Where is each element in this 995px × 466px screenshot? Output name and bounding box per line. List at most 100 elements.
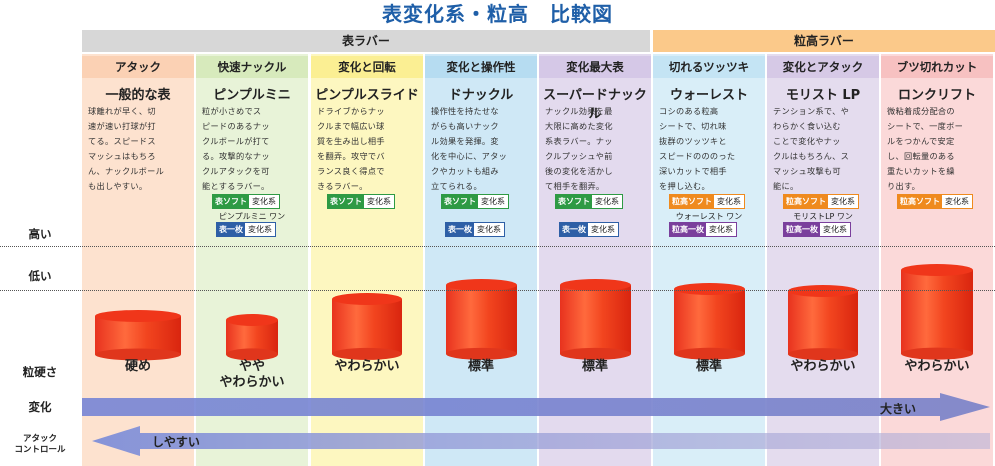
hardness-value: やわらかい [334,359,400,374]
rubber-type-badge: 表ソフト 変化系 [441,194,509,209]
badge-category-label: 変化系 [252,197,276,206]
rubber-name: ロンクリフト [897,88,976,103]
rubber-column: アタック一般的な表球離れが早く、切 速が速い打球が打 てる。スピードス マッシュ… [82,54,194,466]
height-cylinder [788,284,858,360]
rubber-variant-name: ピンプルミニ ワン [218,212,286,221]
rubber-type-badge: 表一枚 変化系 [216,222,276,237]
rubber-type-badge: 表ソフト 変化系 [555,194,623,209]
column-category: 快速ナックル [196,56,308,78]
rubber-type-badge: 粒高ソフト 変化系 [897,194,973,209]
hardness-value: やわらかい [904,359,970,374]
height-cylinder [673,283,745,360]
badge-type-label: 粒高一枚 [784,223,820,236]
rubber-variant-name: ウォーレスト ワン [675,212,743,221]
height-cylinder [226,313,278,360]
rubber-column: 変化とアタックモリスト LP テンション系で、や わらかく食い込む ことで変化やナ… [767,54,879,466]
badge-category-label: 変化系 [831,197,855,206]
rubber-description: 微粘着成分配合の シートで、一度ボー ルをつかんで安定 し、回転量のある 重たい… [887,106,964,191]
badge-category-label: 変化系 [709,225,733,234]
height-cylinder [559,279,631,360]
column-category: 変化最大表 [539,56,651,78]
badge-type-label: 表ソフト [442,195,478,208]
badge-type-label: 表ソフト [556,195,592,208]
badge-category-label: 変化系 [717,197,741,206]
column-category: 変化とアタック [767,56,879,78]
rubber-name: ピンプルミニ [213,88,291,103]
rubber-type-badge: 粒高ソフト 変化系 [783,194,859,209]
badge-category-label: 変化系 [367,197,391,206]
height-cylinder [332,293,402,360]
row-label-high: 高い [28,227,52,241]
rubber-name: ドナックル [448,88,514,103]
row-label-control: アタック コントロール [0,434,80,456]
badge-type-label: 表一枚 [217,223,245,236]
height-cylinder [901,264,973,360]
badge-category-label: 変化系 [591,225,615,234]
rubber-name: 一般的な表 [105,88,171,103]
row-label-hardness: 粒硬さ [22,365,58,379]
control-arrow-label: しやすい [152,435,200,449]
rubber-type-badge: 表一枚 変化系 [445,222,505,237]
rubber-name: スーパードナックル [543,88,647,122]
low-guide-line [0,290,995,291]
column-category: 変化と操作性 [425,56,537,78]
rubber-column: 切れるツッツキウォーレストコシのある粒高 シートで、切れ味 抜群のツッツキと ス… [653,54,765,466]
rubber-column: 変化最大表スーパードナックル ナックル効果を最 大限に高めた変化 系表ラバー。ナッ… [539,54,651,466]
column-category: ブツ切れカット [881,56,993,78]
rubber-type-badge: 粒高一枚 変化系 [783,222,851,237]
hardness-value: 標準 [467,359,494,374]
change-arrow-label: 大きい [880,402,917,416]
rubber-description: 粒が小さめでス ピードのあるナッ クルボールが打て る。攻撃的なナッ クルアタッ… [202,106,270,191]
page-title: 表変化系・粒高 比較図 [382,2,613,26]
rubber-column: 快速ナックルピンプルミニ粒が小さめでス ピードのあるナッ クルボールが打て る。… [196,54,308,466]
rubber-description: 球離れが早く、切 速が速い打球が打 てる。スピードス マッシュはもちろ ん、ナッ… [88,106,165,191]
rubber-type-badge: 粒高ソフト 変化系 [669,194,745,209]
row-label-change: 変化 [28,400,52,414]
rubber-description: ナックル効果を最 大限に高めた変化 系表ラバー。ナッ クルプッシュや前 後の変化… [545,106,613,191]
badge-type-label: 表一枚 [560,223,588,236]
badge-type-label: 粒高ソフト [670,195,714,208]
row-label-low: 低い [28,269,52,283]
badge-type-label: 表ソフト [328,195,364,208]
height-cylinder [95,309,181,360]
rubber-description: ドライブからナッ クルまで幅広い球 質を生み出し相手 を翻弄。攻守でバ ランス良… [317,106,385,191]
badge-type-label: 表一枚 [446,223,474,236]
badge-type-label: 表ソフト [213,195,249,208]
badge-type-label: 粒高一枚 [670,223,706,236]
rubber-description: コシのある粒高 シートで、切れ味 抜群のツッツキと スピードのののった 深いカッ… [659,106,736,191]
badge-category-label: 変化系 [481,197,505,206]
rubber-type-badge: 粒高一枚 変化系 [669,222,737,237]
column-category: 変化と回転 [311,56,423,78]
rubber-variant-name: モリストLP ワン [793,212,853,221]
rubber-name: ウォーレスト [669,88,748,103]
height-cylinder [445,279,517,360]
badge-category-label: 変化系 [595,197,619,206]
rubber-name: モリスト LP [785,88,861,103]
row-label-control-line1: アタック [22,434,57,444]
badge-category-label: 変化系 [823,225,847,234]
badge-category-label: 変化系 [945,197,969,206]
badge-type-label: 粒高ソフト [898,195,942,208]
rubber-column: 変化と回転ピンプルスライドドライブからナッ クルまで幅広い球 質を生み出し相手 … [311,54,423,466]
row-label-control-line2: コントロール [14,445,66,455]
rubber-type-badge: 表ソフト 変化系 [212,194,280,209]
badge-type-label: 粒高ソフト [784,195,828,208]
rubber-description: 操作性を持たせな がらも高いナック ル効果を発揮。変 化を中心に、アタッ クやカ… [431,106,508,191]
badge-category-label: 変化系 [248,225,272,234]
rubber-description: テンション系で、や わらかく食い込む ことで変化やナッ クルはもちろん、ス マッ… [773,106,850,191]
hardness-value: やや やわらかい [219,359,285,390]
column-category: 切れるツッツキ [653,56,765,78]
rubber-type-badge: 表一枚 変化系 [559,222,619,237]
rubber-type-badge: 表ソフト 変化系 [327,194,395,209]
column-category: アタック [82,56,194,78]
hardness-value: 硬め [124,359,151,374]
rubber-column: 変化と操作性ドナックル操作性を持たせな がらも高いナック ル効果を発揮。変 化を… [425,54,537,466]
badge-category-label: 変化系 [477,225,501,234]
hardness-value: やわらかい [790,359,856,374]
rubber-name: ピンプルスライド [315,88,419,103]
hardness-value: 標準 [581,359,608,374]
group-tsubu-header: 粒高ラバー [653,30,995,52]
high-guide-line [0,246,995,247]
group-omote-header: 表ラバー [82,30,650,52]
hardness-value: 標準 [695,359,722,374]
